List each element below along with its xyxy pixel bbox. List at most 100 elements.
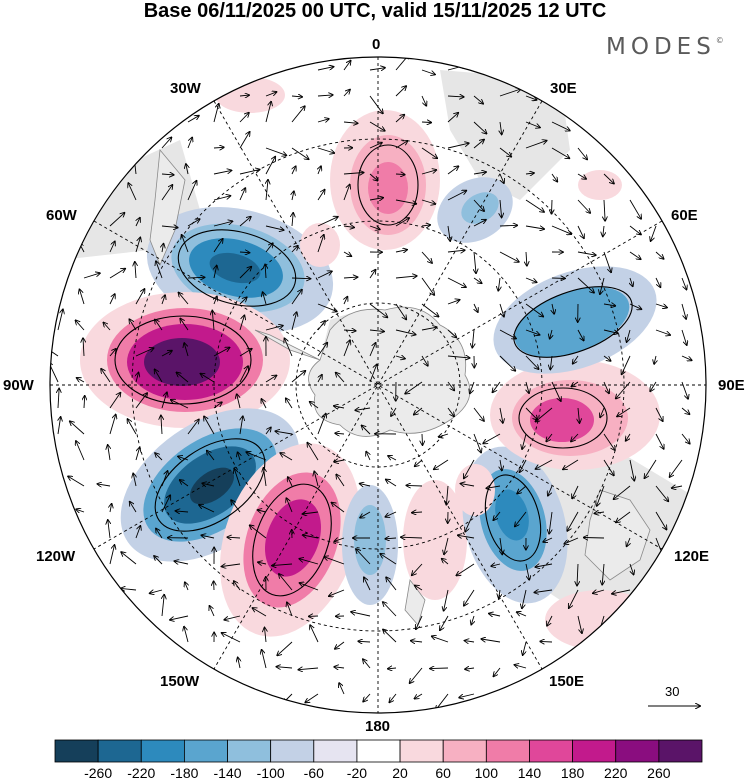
wind-arrow	[187, 420, 199, 435]
wind-arrow	[369, 173, 378, 181]
wind-arrow	[335, 641, 345, 649]
wind-arrow	[155, 369, 163, 383]
wind-arrow	[552, 199, 553, 214]
wind-arrow	[421, 251, 432, 263]
wind-arrow	[317, 303, 337, 311]
wind-arrow	[515, 511, 527, 526]
wind-arrow	[603, 381, 609, 393]
wind-arrow	[525, 277, 537, 282]
wind-arrow	[550, 329, 552, 339]
wind-arrow	[571, 381, 579, 387]
wind-arrow	[239, 217, 251, 227]
wind-arrow	[439, 434, 449, 437]
wind-arrow	[161, 174, 174, 175]
wind-arrow	[617, 407, 631, 416]
wind-arrow	[76, 320, 85, 331]
wind-arrow	[318, 166, 321, 175]
colorbar-swatch	[270, 739, 315, 763]
wind-arrow	[318, 375, 322, 383]
wind-arrow	[310, 402, 319, 409]
wind-arrow	[395, 86, 406, 97]
wind-arrow	[655, 329, 670, 335]
wind-arrow	[240, 416, 243, 435]
wind-arrow	[388, 668, 397, 669]
wind-arrow	[681, 407, 690, 414]
wind-arrow	[291, 278, 310, 279]
wind-arrow	[343, 61, 351, 71]
wind-arrow	[213, 348, 230, 357]
wind-arrow	[204, 416, 215, 435]
wind-arrow	[622, 355, 631, 374]
wind-arrow	[432, 636, 449, 643]
wind-arrow	[317, 190, 325, 201]
wind-arrow	[130, 502, 137, 513]
colorbar-swatch	[313, 739, 358, 763]
wind-arrow	[395, 115, 404, 123]
wind-arrow	[109, 242, 115, 253]
reference-vector-label: 30	[665, 684, 680, 699]
wind-arrow	[473, 199, 484, 211]
wind-arrow	[83, 338, 84, 357]
wind-arrow	[395, 250, 407, 252]
wind-arrow	[447, 166, 458, 175]
wind-arrow	[534, 590, 553, 593]
wind-arrow	[421, 355, 428, 366]
lon-label-90w: 90W	[3, 377, 34, 394]
wind-arrow	[176, 511, 189, 512]
wind-arrow	[473, 407, 484, 421]
wind-arrow	[465, 641, 475, 642]
wind-arrow	[584, 538, 605, 539]
wind-arrow	[629, 251, 641, 259]
wind-arrow	[603, 225, 604, 236]
wind-arrow	[500, 199, 502, 217]
wind-arrow	[500, 407, 503, 423]
wind-arrow	[655, 511, 667, 530]
wind-arrow	[421, 199, 435, 204]
wind-arrow	[265, 428, 271, 435]
wind-arrow	[68, 476, 85, 487]
wind-arrow	[655, 303, 667, 308]
wind-arrow	[77, 378, 85, 382]
wind-arrow	[109, 545, 115, 565]
wind-arrow	[395, 141, 408, 149]
wind-arrow	[292, 191, 294, 201]
wind-arrow	[343, 251, 351, 256]
wind-arrow	[180, 480, 189, 487]
wind-arrow	[577, 173, 586, 179]
wind-arrow	[629, 225, 641, 235]
wind-arrow	[161, 351, 172, 357]
wind-arrow	[416, 615, 423, 629]
wind-arrow	[291, 312, 297, 331]
wind-arrow	[483, 433, 501, 443]
wind-arrow	[552, 303, 554, 314]
wind-arrow	[498, 277, 500, 291]
wind-arrow	[577, 199, 590, 213]
wind-arrow	[277, 641, 293, 655]
wind-arrow	[369, 143, 382, 149]
map-title: Base 06/11/2025 00 UTC, valid 15/11/2025…	[143, 0, 607, 22]
wind-arrow	[265, 157, 275, 175]
wind-arrow	[447, 191, 466, 201]
wind-arrow	[317, 321, 325, 331]
wind-arrow	[213, 196, 230, 201]
wind-arrow	[421, 170, 436, 175]
wind-arrow	[464, 459, 475, 478]
wind-arrow	[239, 113, 249, 123]
wind-arrow	[161, 226, 178, 228]
wind-arrow	[388, 456, 397, 461]
wind-arrow	[265, 628, 267, 643]
wind-arrow	[629, 563, 634, 575]
wind-arrow	[369, 330, 384, 332]
wind-arrow	[654, 355, 656, 364]
wind-arrow	[407, 485, 423, 486]
wind-arrow	[629, 199, 641, 219]
colorbar-tick-label: -20	[346, 765, 368, 781]
wind-arrow	[369, 95, 383, 113]
wind-arrow	[291, 371, 305, 383]
wind-arrow	[363, 693, 371, 702]
wind-arrow	[303, 535, 319, 538]
wind-arrow	[670, 459, 683, 477]
colorbar-tick-label: 180	[560, 765, 585, 781]
wind-arrow	[171, 400, 189, 409]
wind-arrow	[563, 459, 579, 469]
